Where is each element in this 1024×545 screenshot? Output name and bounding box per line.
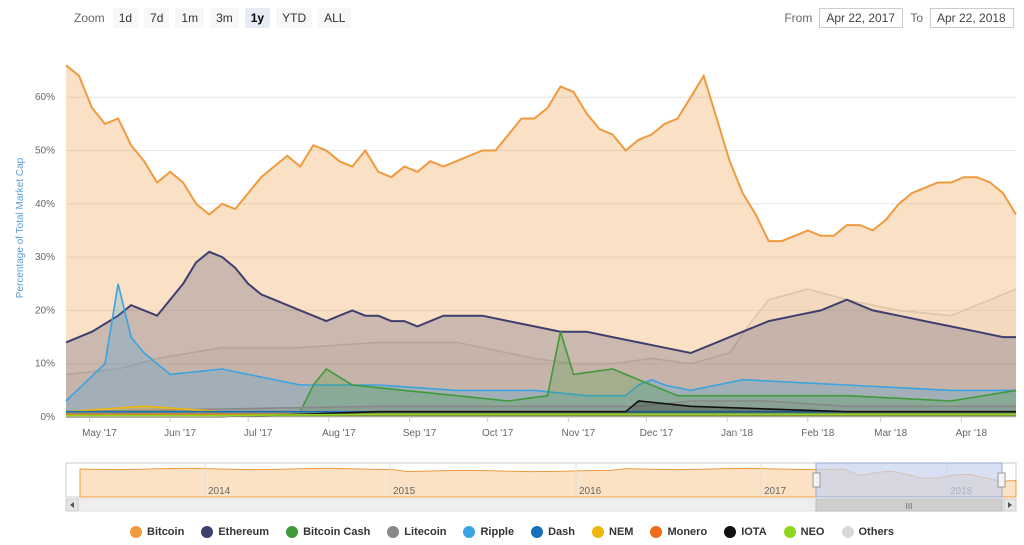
legend-dot-icon [650, 526, 663, 538]
bitcoin-cash-area [66, 331, 1016, 417]
iota-area [66, 401, 1016, 417]
y-axis-ticks: 0% 10% 20% 30% 40% 50% 60% [35, 92, 55, 423]
zoom-1y-button[interactable]: 1y [244, 8, 271, 28]
legend: Bitcoin Ethereum Bitcoin Cash Litecoin Rippl… [0, 524, 1024, 540]
zoom-label: Zoom [74, 11, 105, 25]
scrollbar-grip-icon: III [906, 502, 913, 511]
navigator-right-handle[interactable] [997, 472, 1006, 488]
litecoin-area [66, 401, 1016, 417]
legend-item-bitcoin[interactable]: Bitcoin [130, 524, 184, 540]
y-tick-label: 10% [35, 359, 55, 370]
legend-dot-icon [286, 526, 299, 538]
y-tick-label: 50% [35, 146, 55, 157]
legend-label: Ripple [480, 526, 515, 538]
navigator-scrollbar-thumb[interactable] [815, 498, 1003, 512]
x-tick-label: Nov '17 [562, 428, 596, 439]
x-tick-label: Jan '18 [721, 428, 753, 439]
navigator-year-label: 2017 [764, 486, 787, 497]
legend-item-dash[interactable]: Dash [531, 524, 575, 540]
legend-dot-icon [841, 526, 854, 538]
to-label: To [910, 11, 923, 25]
legend-dot-icon [724, 526, 737, 538]
zoom-7d-button[interactable]: 7d [144, 8, 170, 28]
legend-item-ethereum[interactable]: Ethereum [201, 524, 269, 540]
zoom-1d-button[interactable]: 1d [112, 8, 139, 28]
legend-dot-icon [592, 526, 604, 538]
ripple-line[interactable] [65, 283, 1016, 402]
y-tick-label: 30% [35, 252, 55, 263]
date-range-bar: From To [784, 8, 1014, 28]
zoom-all-button[interactable]: ALL [318, 8, 352, 28]
zoom-1m-button[interactable]: 1m [175, 8, 205, 28]
navigator-year-label: 2014 [208, 486, 231, 497]
navigator-year-label: 2015 [393, 486, 416, 497]
x-tick-label: Jun '17 [164, 428, 196, 439]
zoom-3m-button[interactable]: 3m [210, 8, 239, 28]
x-tick-label: Apr '18 [956, 428, 988, 439]
y-tick-label: 0% [41, 412, 56, 423]
legend-label: Others [858, 526, 894, 538]
legend-item-nem[interactable]: NEM [592, 524, 633, 540]
x-tick-label: Oct '17 [482, 428, 514, 439]
x-tick-label: Dec '17 [640, 428, 674, 439]
others-line[interactable] [65, 288, 1017, 376]
x-tick-label: Jul '17 [244, 428, 273, 439]
legend-label: Bitcoin Cash [303, 526, 371, 538]
legend-item-neo[interactable]: NEO [783, 524, 825, 540]
legend-item-monero[interactable]: Monero [650, 524, 707, 540]
scroll-left-arrow-icon [70, 502, 74, 508]
bitcoin-cash-line[interactable] [66, 331, 1017, 413]
legend-item-others[interactable]: Others [841, 524, 894, 540]
legend-label: Bitcoin [147, 526, 185, 538]
scroll-right-arrow-icon [1008, 502, 1012, 508]
bitcoin-line[interactable] [65, 64, 1017, 243]
to-date-input[interactable] [930, 8, 1014, 28]
y-tick-label: 60% [35, 92, 55, 103]
legend-label: NEM [609, 526, 634, 538]
navigator-selection[interactable] [815, 462, 1003, 498]
ethereum-area [66, 251, 1016, 417]
from-label: From [784, 11, 813, 25]
legend-dot-icon [387, 526, 400, 538]
bitcoin-area [66, 65, 1016, 417]
from-date-input[interactable] [819, 8, 904, 28]
neo-line[interactable] [66, 413, 1016, 417]
legend-dot-icon [201, 526, 214, 538]
legend-label: NEO [800, 526, 825, 538]
ripple-area [66, 283, 1016, 417]
market-cap-chart: 0% 10% 20% 30% 40% 50% 60% May '17 Jun '17 Jul '… [15, 64, 1017, 512]
x-tick-label: May '17 [82, 428, 117, 439]
y-tick-label: 20% [35, 305, 55, 316]
legend-dot-icon [130, 526, 143, 538]
series-areas [65, 64, 1017, 418]
x-tick-label: Mar '18 [874, 428, 907, 439]
zoom-ytd-button[interactable]: YTD [276, 8, 313, 28]
x-tick-label: Aug '17 [322, 428, 356, 439]
navigator-left-handle[interactable] [812, 472, 821, 488]
legend-dot-icon [531, 526, 544, 538]
legend-item-iota[interactable]: IOTA [724, 524, 767, 540]
x-tick-label: Feb '18 [801, 428, 834, 439]
legend-item-bitcoin-cash[interactable]: Bitcoin Cash [286, 524, 370, 540]
legend-label: Ethereum [218, 526, 270, 538]
legend-label: IOTA [741, 526, 767, 538]
navigator[interactable]: 20142015201620172018 III [65, 462, 1017, 512]
y-axis-title: Percentage of Total Market Cap [15, 157, 26, 298]
ethereum-line[interactable] [65, 250, 1016, 355]
navigator-year-label: 2016 [579, 486, 602, 497]
x-tick-label: Sep '17 [403, 428, 437, 439]
y-tick-label: 40% [35, 199, 55, 210]
legend-item-ripple[interactable]: Ripple [463, 524, 514, 540]
x-axis-ticks: May '17 Jun '17 Jul '17 Aug '17 Sep '17 Oct '… [82, 417, 987, 439]
legend-dot-icon [783, 526, 796, 538]
legend-label: Dash [548, 526, 575, 538]
legend-label: Litecoin [404, 526, 447, 538]
legend-label: Monero [667, 526, 708, 538]
zoom-bar: Zoom 1d 7d 1m 3m 1y YTD ALL [74, 8, 352, 28]
legend-dot-icon [463, 526, 476, 538]
legend-item-litecoin[interactable]: Litecoin [387, 524, 446, 540]
